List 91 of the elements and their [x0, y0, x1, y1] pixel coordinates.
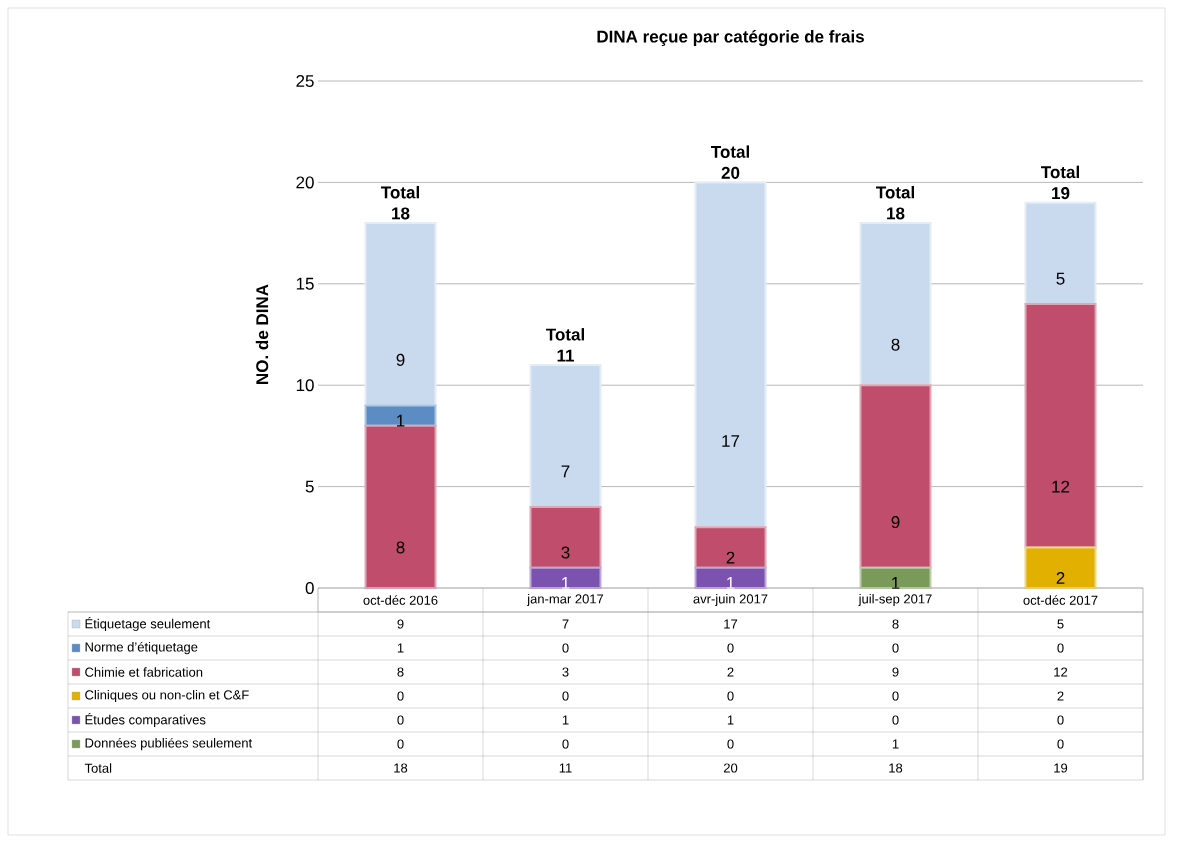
- bar: [1024, 201, 1097, 306]
- y-tick-label: 10: [296, 379, 314, 392]
- text: 7: [561, 465, 570, 478]
- bar: [364, 221, 437, 407]
- y-tick-label: 15: [296, 277, 314, 290]
- legend-label: Étiquetage seulement: [85, 617, 211, 631]
- text: 5: [1056, 272, 1065, 285]
- bar: [529, 363, 602, 508]
- x-tick-label: juil-sep 2017: [858, 593, 932, 607]
- text: 19: [1054, 763, 1068, 773]
- text: 17: [722, 435, 740, 447]
- data-label: 5: [1057, 619, 1064, 629]
- chart-title: DINA reçue par catégorie de frais: [597, 29, 864, 47]
- data-label: 1: [892, 739, 899, 749]
- data-label: 7: [562, 619, 569, 629]
- y-tick-label: 25: [296, 74, 314, 88]
- text: 2: [726, 551, 735, 564]
- total-label: 20: [721, 166, 740, 179]
- text: Total: [876, 185, 914, 199]
- data-label: 8: [892, 619, 899, 629]
- y-tick-label: 5: [305, 480, 314, 493]
- text: Total: [546, 328, 584, 341]
- x-tick-label: avr-juin 2017: [693, 593, 768, 607]
- data-label: 1: [727, 715, 734, 725]
- data-label: 0: [397, 739, 404, 749]
- data-label: 9: [397, 619, 404, 629]
- data-label: 0: [727, 739, 734, 749]
- data-label: 2: [727, 667, 734, 677]
- data-label: 0: [562, 643, 569, 653]
- text: 1: [892, 577, 900, 589]
- text: 8: [396, 541, 405, 554]
- text: 8: [891, 338, 900, 351]
- data-label: 0: [892, 691, 899, 701]
- data-label: 0: [562, 739, 569, 749]
- bar: [694, 526, 767, 569]
- total-label: 18: [887, 207, 905, 220]
- text: Total: [381, 185, 419, 199]
- data-label: 0: [727, 643, 734, 653]
- y-tick-label: 0: [305, 581, 314, 595]
- text: 20: [723, 763, 738, 773]
- data-label: 0: [562, 691, 569, 701]
- legend-label: Données publiées seulement: [85, 737, 253, 751]
- total-label: 19: [1052, 187, 1070, 200]
- data-label: 0: [397, 691, 404, 701]
- data-label: 17: [724, 619, 738, 629]
- y-axis-title: NO. de DINA: [255, 284, 269, 384]
- data-label: 9: [892, 667, 899, 677]
- bar: [694, 181, 767, 529]
- x-tick-label: jan-mar 2017: [526, 593, 604, 607]
- data-label: 0: [1057, 739, 1064, 749]
- data-label: 0: [1057, 643, 1064, 653]
- text: 11: [559, 763, 572, 773]
- y-tick-label: 20: [296, 176, 314, 189]
- legend-label: Études comparatives: [85, 713, 206, 727]
- text: Total: [711, 145, 749, 158]
- x-tick-label: oct-déc 2016: [363, 595, 438, 605]
- bar: [1024, 546, 1097, 590]
- data-label: 2: [1057, 691, 1064, 701]
- data-label: 12: [1054, 667, 1068, 677]
- data-label: 0: [397, 715, 404, 725]
- legend-label: Cliniques ou non-clin et C&F: [85, 689, 249, 703]
- bar: [859, 384, 932, 569]
- text: 9: [891, 516, 900, 529]
- total-label: 18: [392, 207, 410, 220]
- text: 1: [727, 577, 735, 589]
- text: 2: [1056, 571, 1065, 584]
- data-label: 0: [892, 643, 899, 653]
- data-label: 8: [397, 667, 404, 677]
- legend-label: Chimie et fabrication: [85, 667, 203, 677]
- text: 18: [889, 763, 903, 773]
- data-label: 0: [892, 715, 899, 725]
- legend-label: Norme d’étiquetage: [85, 641, 198, 655]
- bar: [859, 221, 932, 387]
- bar: [1024, 303, 1097, 549]
- text: Total: [84, 763, 112, 773]
- data-label: 0: [727, 691, 734, 701]
- data-label: 1: [562, 715, 569, 725]
- bar: [364, 404, 437, 427]
- text: 1: [397, 414, 405, 427]
- data-label: 3: [562, 667, 569, 677]
- data-label: 1: [397, 643, 404, 653]
- annotation: Total: [1041, 165, 1079, 179]
- x-tick-label: oct-déc 2017: [1023, 595, 1098, 605]
- text: 1: [562, 577, 570, 589]
- bar: [529, 505, 602, 569]
- text: 12: [1052, 480, 1070, 493]
- text: 3: [561, 546, 570, 559]
- total-label: 11: [557, 349, 575, 362]
- data-label: 0: [1057, 715, 1064, 725]
- text: 18: [394, 763, 408, 773]
- text: 9: [396, 353, 405, 366]
